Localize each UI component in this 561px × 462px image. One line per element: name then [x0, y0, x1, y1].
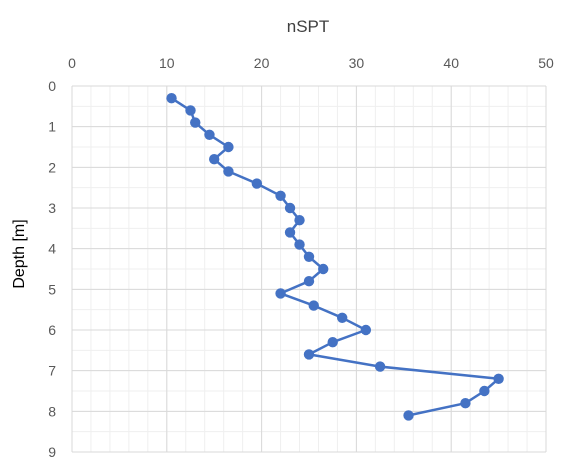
data-point: [294, 215, 305, 226]
y-tick-label: 8: [48, 403, 56, 419]
data-point: [223, 166, 234, 177]
data-point: [308, 300, 319, 311]
data-point: [275, 190, 286, 201]
data-point: [185, 105, 196, 116]
x-axis-ticks: 0 10 20 30 40 50: [68, 55, 554, 71]
data-point: [493, 373, 504, 384]
y-tick-label: 1: [48, 119, 56, 135]
x-tick-label: 20: [254, 55, 270, 71]
data-point: [294, 239, 305, 250]
data-point: [303, 276, 315, 287]
y-tick-label: 5: [48, 281, 56, 297]
major-gridlines: [71, 85, 547, 453]
y-tick-label: 3: [48, 200, 56, 216]
data-point: [251, 178, 263, 189]
data-point: [284, 227, 296, 238]
data-point: [327, 337, 338, 348]
data-point: [190, 117, 201, 128]
y-tick-label: 9: [48, 444, 56, 460]
data-point: [209, 154, 220, 165]
x-tick-label: 50: [538, 55, 554, 71]
series-line: [170, 97, 500, 417]
data-point: [284, 202, 296, 214]
data-point: [403, 410, 414, 421]
data-point: [223, 141, 234, 153]
y-tick-label: 7: [48, 363, 56, 379]
data-point: [303, 349, 315, 360]
data-point: [479, 385, 490, 397]
data-point: [275, 288, 286, 299]
data-point: [303, 251, 315, 262]
y-tick-label: 6: [48, 322, 56, 338]
y-tick-label: 2: [48, 159, 56, 175]
series-group: [166, 93, 504, 421]
x-tick-label: 0: [68, 55, 76, 71]
x-tick-label: 10: [159, 55, 175, 71]
data-point: [166, 93, 177, 104]
x-tick-label: 40: [443, 55, 459, 71]
data-point: [318, 263, 329, 275]
y-tick-label: 0: [48, 78, 56, 94]
chart-title: nSPT: [287, 17, 330, 36]
y-axis-label: Depth [m]: [11, 219, 28, 288]
x-tick-label: 30: [349, 55, 365, 71]
data-point: [360, 324, 372, 336]
data-point: [374, 361, 386, 372]
y-axis-ticks: 0 1 2 3 4 5 6 7 8 9: [48, 78, 56, 460]
data-point: [460, 398, 471, 409]
y-tick-label: 4: [48, 241, 56, 257]
data-point: [204, 129, 215, 140]
data-point: [336, 312, 348, 323]
